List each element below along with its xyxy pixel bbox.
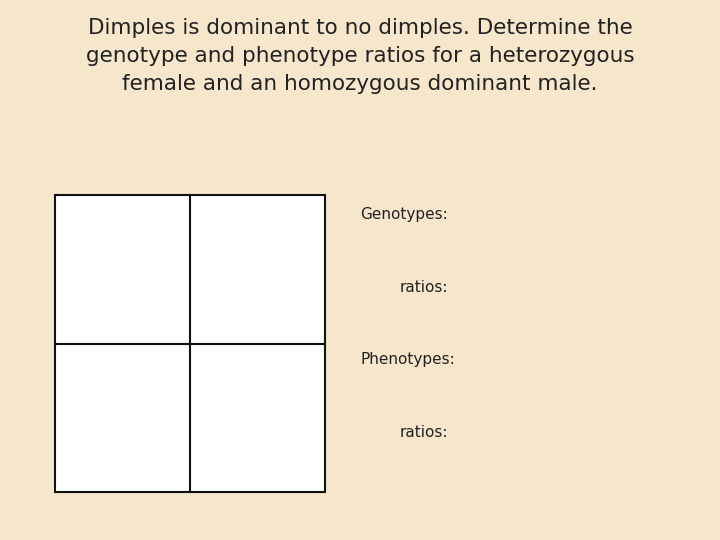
Text: Phenotypes:: Phenotypes: (360, 352, 455, 367)
Text: Genotypes:: Genotypes: (360, 207, 448, 222)
Text: Dimples is dominant to no dimples. Determine the
genotype and phenotype ratios f: Dimples is dominant to no dimples. Deter… (86, 18, 634, 94)
Bar (190, 195, 325, 343)
Bar (190, 343, 325, 492)
Bar (55, 195, 190, 343)
Bar (55, 343, 190, 492)
Text: ratios:: ratios: (400, 280, 449, 295)
Text: ratios:: ratios: (400, 425, 449, 440)
Bar (55, 195, 325, 492)
